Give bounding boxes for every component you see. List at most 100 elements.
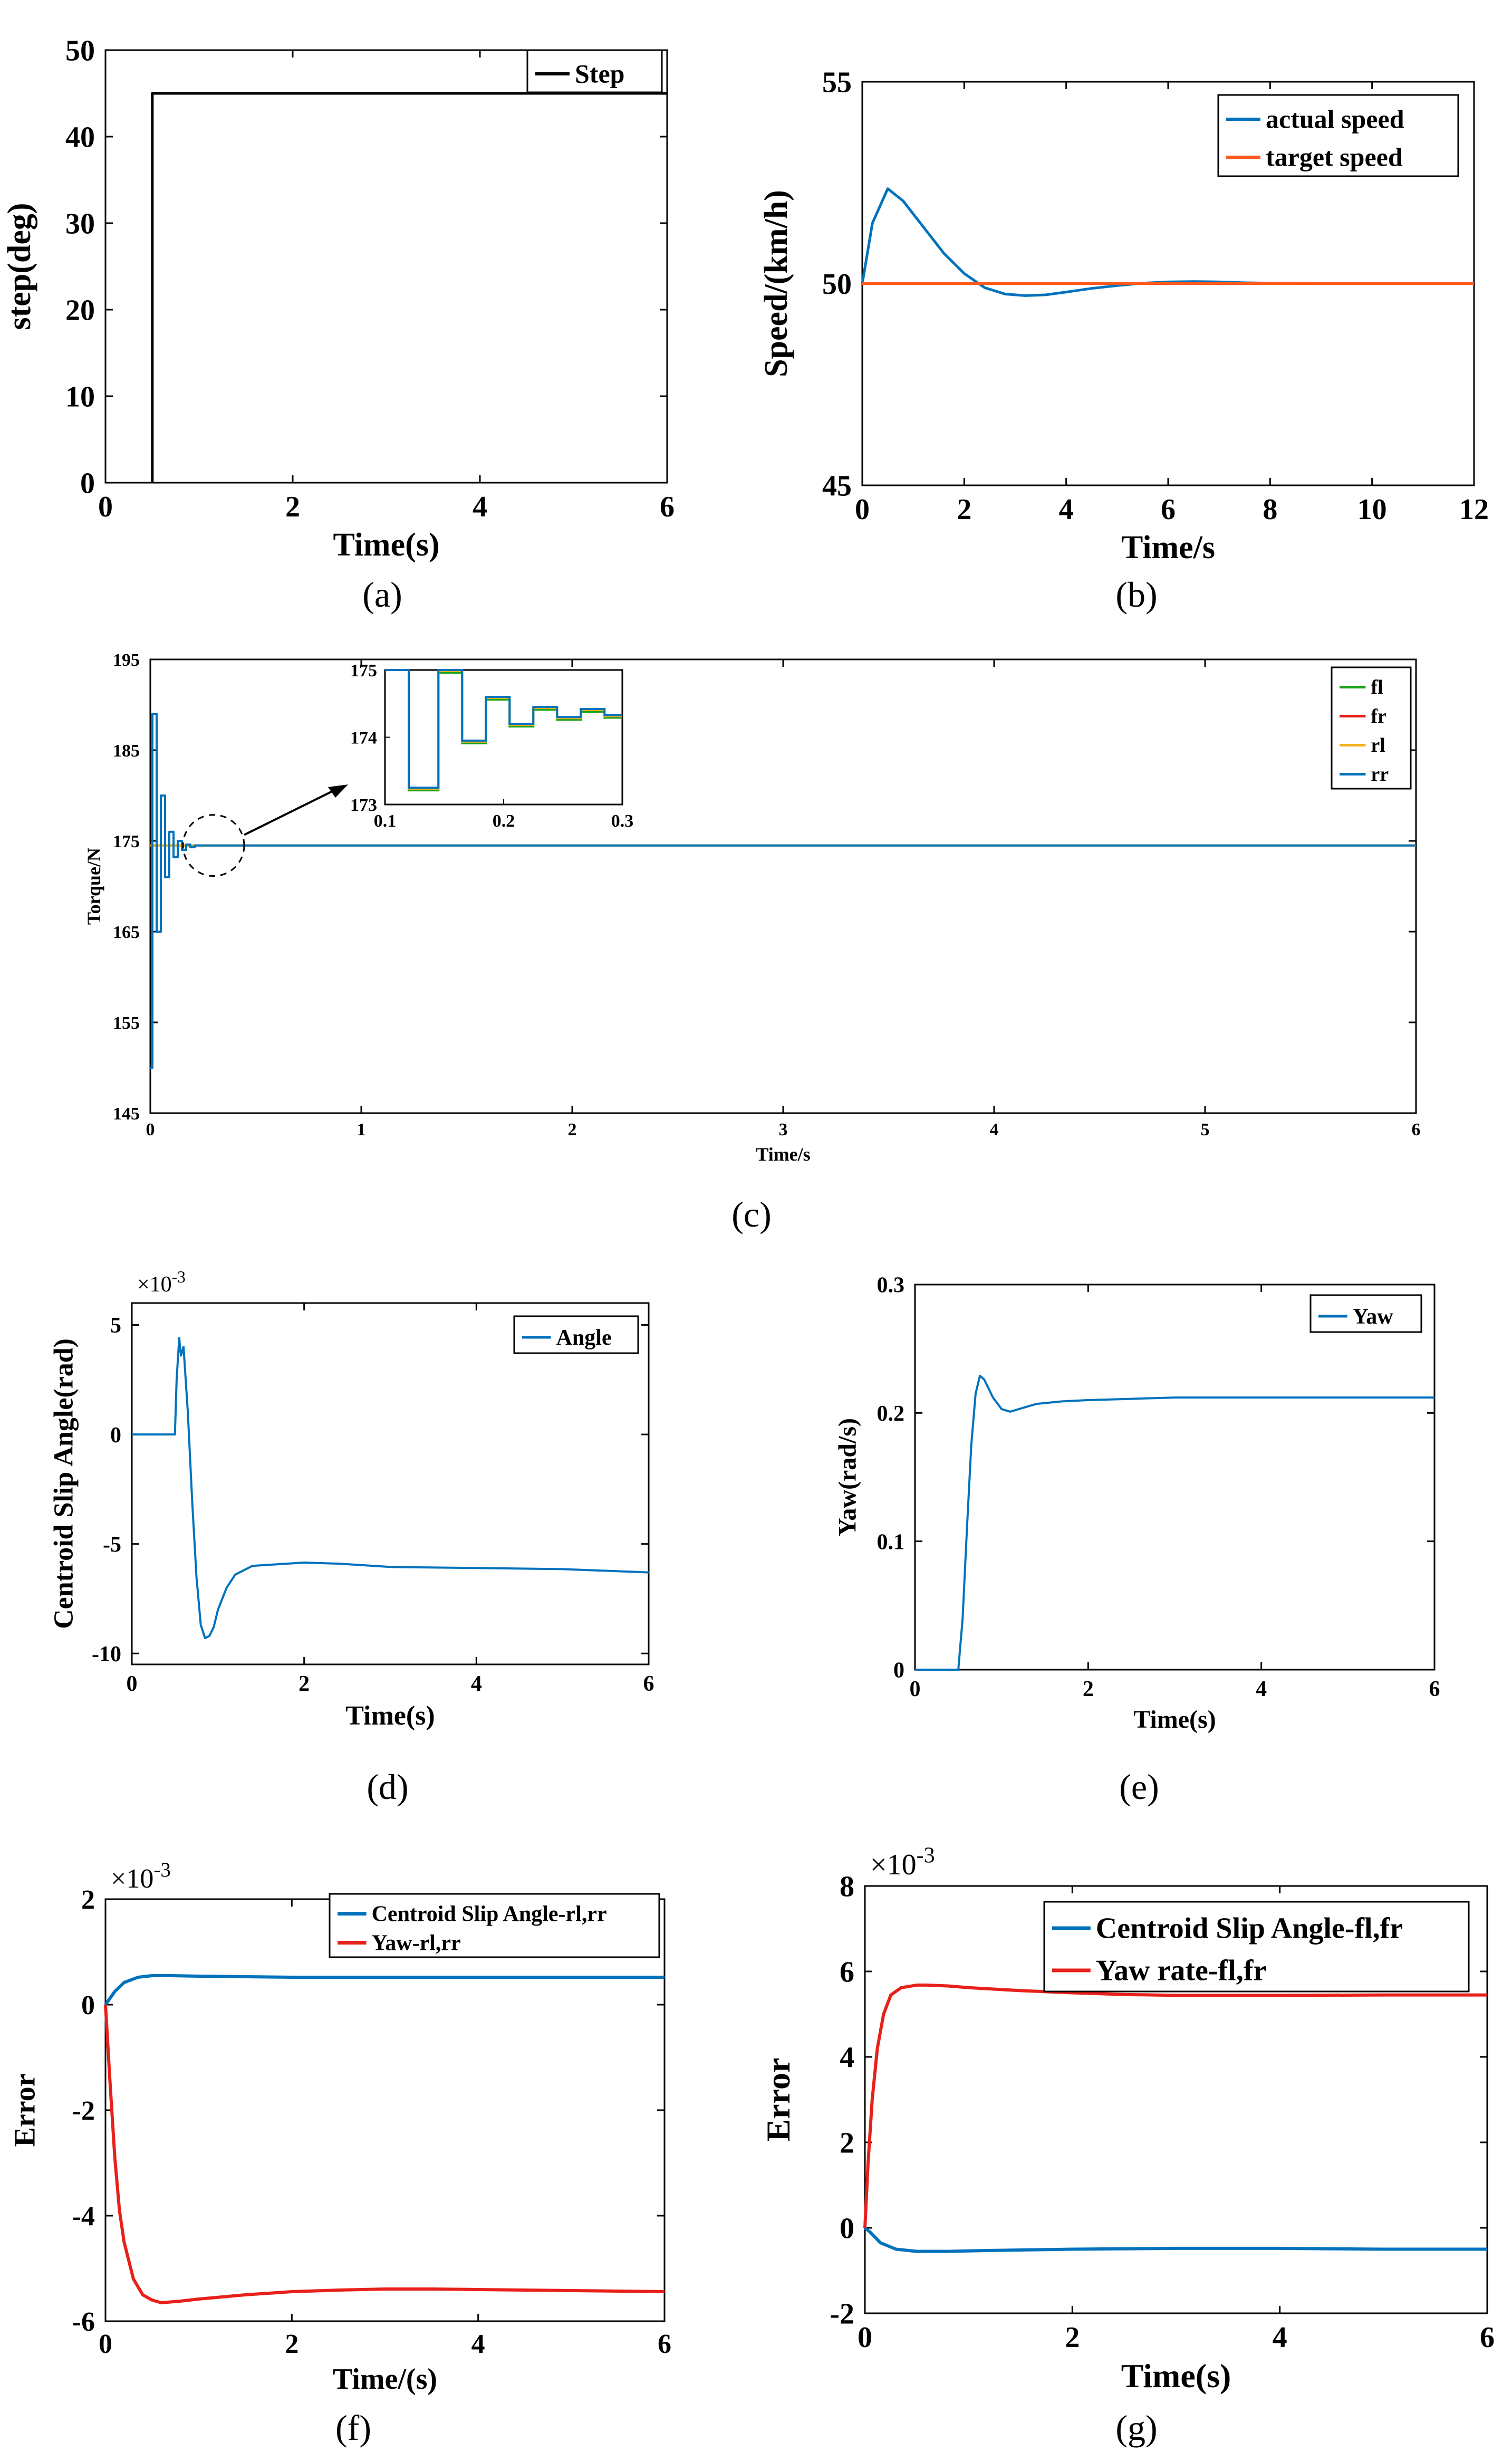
zoom-arrowhead [328,784,348,798]
y-axis-label: Centroid Slip Angle(rad) [49,1338,79,1629]
legend: Centroid Slip Angle-fl,fr Yaw rate-fl,fr [1043,1901,1470,1993]
y-tick-label: 50 [822,268,852,301]
y-axis-label: Yaw(rad/s) [834,1418,862,1536]
x-tick-label: 4 [471,1672,482,1696]
inset-x-tick-label: 0.1 [374,811,397,831]
y-tick-label: 0 [80,467,95,500]
x-tick-label: 6 [1161,493,1176,526]
x-axis-label: Time(s) [1121,2357,1231,2395]
x-axis-label: Time/s [1121,530,1215,566]
y-tick-label: 0 [893,1659,904,1683]
y-tick-label: -4 [72,2201,95,2232]
legend-label: fr [1371,705,1386,727]
x-tick-label: 0 [127,1672,138,1696]
x-tick-label: 12 [1459,493,1489,526]
y-tick-label: 0.3 [877,1273,905,1298]
x-tick-label: 10 [1357,493,1387,526]
y-tick-label: 20 [65,294,95,327]
y-tick-label: 195 [113,650,140,670]
y-tick-label: 0 [81,1990,95,2020]
legend-label: Yaw-rl,rr [372,1931,461,1955]
legend: Step [526,49,663,93]
plot-frame [104,49,668,484]
y-exponent: ×10-3 [137,1268,186,1297]
series-angle [132,1337,649,1640]
y-tick-label: 0 [840,2213,854,2245]
zoom-arrow-line [244,788,338,836]
y-axis-label: Error [759,2058,797,2142]
y-tick-label: 40 [65,121,95,154]
y-tick-label: 185 [113,741,140,761]
inset-frame [384,669,623,806]
exponent-power: -3 [153,1859,171,1881]
chart-f: 0 2 4 6 -6 -4 -2 0 2 Time/(s) Error ×10-3 Centroid S… [9,1859,671,2448]
caption: (b) [1115,574,1157,615]
y-tick-label: 2 [840,2127,854,2160]
x-tick-label: 0 [855,493,870,526]
legend: actual speed target speed [1217,94,1459,177]
plot-frame [131,1302,650,1665]
legend: Angle [513,1315,639,1354]
legend-label: target speed [1266,142,1403,172]
x-tick-label: 8 [1263,493,1277,526]
y-tick-label: -2 [72,2096,95,2126]
caption: (f) [335,2408,371,2448]
legend-label: fl [1371,676,1383,698]
legend-box [1043,1901,1470,1993]
x-tick-label: 4 [990,1120,999,1139]
caption: (e) [1119,1767,1159,1807]
plot-frame [864,1885,1488,2314]
legend-box [526,49,663,93]
y-tick-label: -2 [830,2298,854,2331]
y-tick-label: 10 [65,381,95,414]
legend-label: actual speed [1266,104,1404,134]
x-axis-label: Time(s) [1133,1706,1216,1734]
y-axis-label: Speed/(km/h) [758,190,794,377]
inset-x-tick-label: 0.2 [493,811,515,831]
legend: Centroid Slip Angle-rl,rr Yaw-rl,rr [329,1893,660,1958]
legend: fl fr rl rr [1331,666,1412,790]
y-tick-label: 0.2 [877,1402,905,1426]
y-tick-label: 5 [110,1314,121,1338]
exponent-base: ×10 [111,1864,153,1894]
x-tick-label: 2 [957,493,971,526]
legend-label: Centroid Slip Angle-fl,fr [1096,1912,1403,1945]
y-tick-label: 8 [840,1871,854,1903]
y-axis-label: Error [9,2074,42,2147]
caption: (g) [1115,2408,1157,2448]
exponent-base: ×10 [137,1272,172,1297]
x-tick-label: 2 [568,1120,577,1139]
y-tick-label: 30 [65,208,95,241]
y-tick-label: 4 [840,2042,854,2074]
x-tick-label: 4 [1256,1677,1267,1701]
exponent-power: -3 [917,1844,935,1868]
y-tick-label: 50 [65,35,95,68]
chart-c: 0 1 2 3 4 5 6 145 155 165 175 185 195 Time/s Torque/N f… [83,650,1420,1234]
legend-label: Yaw rate-fl,fr [1096,1954,1266,1987]
y-tick-label: 165 [113,923,140,942]
y-tick-label: 2 [81,1885,95,1915]
x-tick-label: 6 [1480,2321,1495,2354]
series-centroid-slip-angle-fl-fr [864,2226,1487,2253]
y-tick-label: -6 [72,2307,95,2337]
caption: (d) [367,1767,408,1807]
x-tick-label: 2 [1083,1677,1094,1701]
legend-label: Centroid Slip Angle-rl,rr [372,1902,607,1926]
legend-label: Step [575,59,624,89]
x-tick-label: 6 [658,2329,671,2359]
series-yaw-rate-fl-fr [863,1983,1487,2228]
series-yaw [915,1374,1434,1671]
legend-label: Yaw [1353,1305,1394,1329]
x-tick-label: 0 [98,491,113,523]
x-tick-label: 6 [643,1672,654,1696]
x-tick-label: 2 [1065,2321,1080,2354]
y-axis-label: step(deg) [2,203,37,330]
y-tick-label: 155 [113,1013,140,1033]
exponent-base: ×10 [870,1849,917,1881]
x-tick-label: 1 [357,1120,366,1139]
zoom-circle [182,814,245,877]
y-tick-label: 45 [822,470,852,503]
x-tick-label: 0 [99,2329,112,2359]
